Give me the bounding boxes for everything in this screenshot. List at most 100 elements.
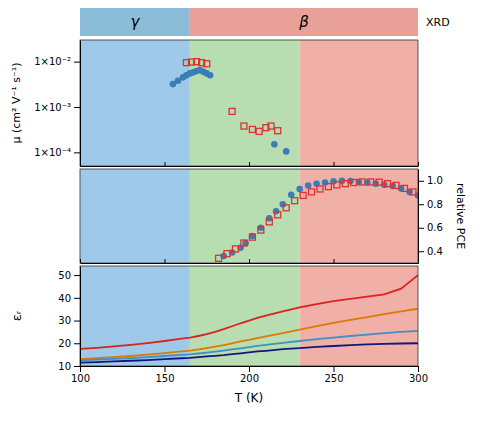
y-axis-tick: 40 [58, 293, 80, 304]
point [241, 123, 247, 129]
x-axis-tick [249, 259, 250, 263]
point [401, 185, 407, 191]
point [266, 219, 272, 225]
plot-area [80, 40, 418, 166]
x-axis-line [81, 263, 419, 264]
y-axis-tick-label: 50 [58, 270, 71, 281]
y-axis-title: μ (cm² V⁻¹ s⁻¹) [10, 63, 23, 144]
y-axis-tick-label: 0.8 [427, 199, 443, 210]
y-axis-tick-mark [74, 366, 80, 367]
x-axis-title: T (K) [234, 391, 263, 405]
series-line [80, 343, 418, 362]
y-axis: 1020304050 [58, 267, 80, 372]
y-axis-tick: 1.0 [418, 175, 443, 186]
y-axis-tick: 0.8 [418, 199, 443, 210]
y-axis-tick-label: 0.6 [427, 222, 443, 233]
y-axis-tick: 1×10⁻⁴ [34, 147, 80, 158]
phase-label: γ [130, 13, 140, 31]
x-axis-line [81, 166, 419, 167]
point [224, 251, 230, 257]
x-axis-tick-mark [165, 366, 166, 372]
x-axis-tick-mark [334, 366, 335, 372]
x-axis-tick-mark [249, 162, 250, 166]
phase-band [190, 169, 300, 263]
point [204, 61, 210, 67]
y-axis-tick: 1×10⁻² [34, 56, 80, 67]
panel: γβXRD [80, 8, 450, 36]
point [393, 182, 399, 188]
point [258, 227, 264, 233]
y-axis-tick-mark [74, 321, 80, 322]
point [275, 128, 281, 134]
point [410, 189, 416, 195]
phase-band [190, 266, 300, 366]
point [292, 198, 298, 204]
point [385, 181, 391, 187]
point [334, 182, 340, 188]
phase-band [300, 266, 418, 366]
y-axis-line [80, 267, 81, 367]
x-axis-tick [418, 162, 419, 166]
y-axis-line [418, 170, 419, 264]
x-axis-tick: 300 [409, 366, 428, 384]
x-axis-tick [165, 162, 166, 166]
point [325, 184, 331, 190]
point [256, 128, 262, 134]
point [359, 179, 365, 185]
y-axis-tick-mark [74, 343, 80, 344]
point [229, 108, 235, 114]
y-axis-tick-mark [418, 251, 424, 252]
plot-area [80, 266, 418, 366]
plot-frame [80, 266, 418, 366]
panel: 0.40.60.81.0relative PCE [80, 169, 467, 264]
point [242, 240, 249, 247]
x-axis-tick-mark [165, 162, 166, 166]
y-axis-tick-label: 1.0 [427, 175, 443, 186]
chart: γβXRD1×10⁻⁴1×10⁻³1×10⁻²μ (cm² V⁻¹ s⁻¹)0.… [0, 0, 500, 433]
point [296, 186, 303, 193]
x-axis-tick-mark [249, 259, 250, 263]
x-axis-tick-mark [165, 259, 166, 263]
x-axis [81, 259, 419, 264]
y-axis-tick-mark [418, 228, 424, 229]
phase-band [300, 169, 418, 263]
phase-band [300, 40, 418, 166]
x-axis-tick-mark [418, 366, 419, 372]
point [376, 179, 382, 185]
y-axis-tick: 0.6 [418, 222, 443, 233]
x-axis-tick: 250 [324, 366, 343, 384]
x-axis-tick: 200 [240, 366, 259, 384]
x-axis [81, 162, 419, 167]
y-axis-tick: 1×10⁻³ [34, 102, 80, 113]
y-axis-tick-mark [74, 107, 80, 108]
phase-spans [80, 8, 418, 36]
x-axis-tick-label: 150 [155, 373, 174, 384]
x-axis-tick: 150 [155, 366, 174, 384]
y-axis-title: εᵣ [9, 310, 24, 321]
point [249, 234, 255, 240]
y-axis-tick-mark [418, 204, 424, 205]
series-line [80, 275, 418, 349]
phase-label: β [298, 13, 309, 31]
x-axis-tick [80, 259, 81, 263]
y-axis-tick-label: 1×10⁻² [34, 56, 71, 67]
plot-frame [80, 169, 418, 263]
x-axis-tick-mark [80, 259, 81, 263]
y-axis-tick-label: 1×10⁻⁴ [34, 147, 71, 158]
y-axis-tick-label: 30 [58, 315, 71, 326]
point [342, 181, 348, 187]
point [216, 255, 222, 261]
point [317, 186, 323, 192]
point [309, 189, 315, 195]
point [368, 179, 374, 185]
y-axis-tick-label: 1×10⁻³ [34, 102, 71, 113]
series-points [216, 179, 416, 261]
phase-band [80, 266, 190, 366]
y-axis-tick-mark [74, 62, 80, 63]
x-axis-tick-mark [80, 366, 81, 372]
x-axis-tick: 100 [71, 366, 90, 384]
y-axis-tick-label: 20 [58, 338, 71, 349]
point [232, 246, 238, 252]
x-axis-tick [334, 162, 335, 166]
x-axis-tick-label: 200 [240, 373, 259, 384]
